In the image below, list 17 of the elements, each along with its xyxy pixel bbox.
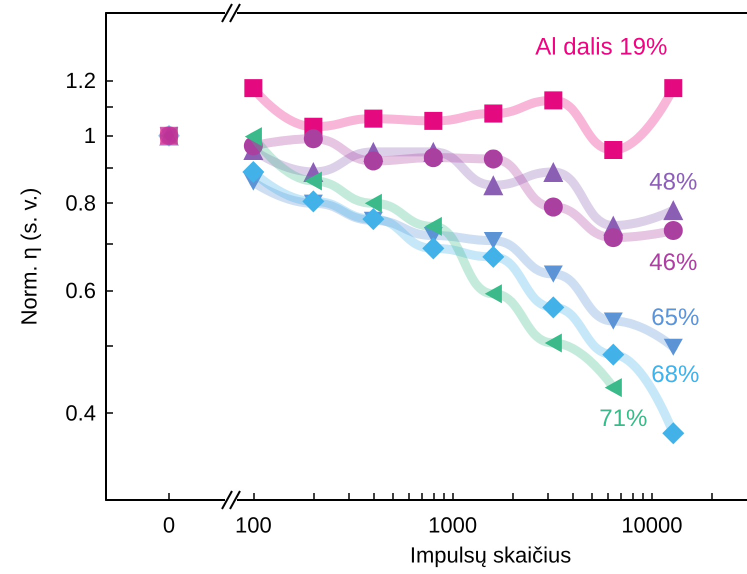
series-label: Al dalis 19%	[535, 34, 668, 61]
x-tick-label: 1000	[428, 512, 478, 538]
y-axis-title: Norm. η (s. v.)	[16, 188, 42, 326]
x-tick-label: 100	[234, 512, 272, 538]
y-tick-label: 1.2	[65, 68, 96, 94]
y-tick-label: 1	[84, 123, 96, 148]
y-tick-label: 0.6	[65, 278, 96, 303]
series-label: 71%	[599, 405, 648, 432]
x-axis-title: Impulsų skaičius	[410, 542, 572, 568]
x-tick-label: 10000	[621, 512, 683, 538]
series-label: 46%	[649, 249, 698, 276]
x-tick-label: 0	[162, 512, 176, 538]
series-label: 68%	[651, 360, 700, 388]
y-tick-label: 0.8	[65, 190, 96, 216]
series-label: 65%	[651, 304, 700, 331]
series-label: 48%	[649, 168, 698, 196]
y-tick-label: 0.4	[65, 400, 96, 426]
